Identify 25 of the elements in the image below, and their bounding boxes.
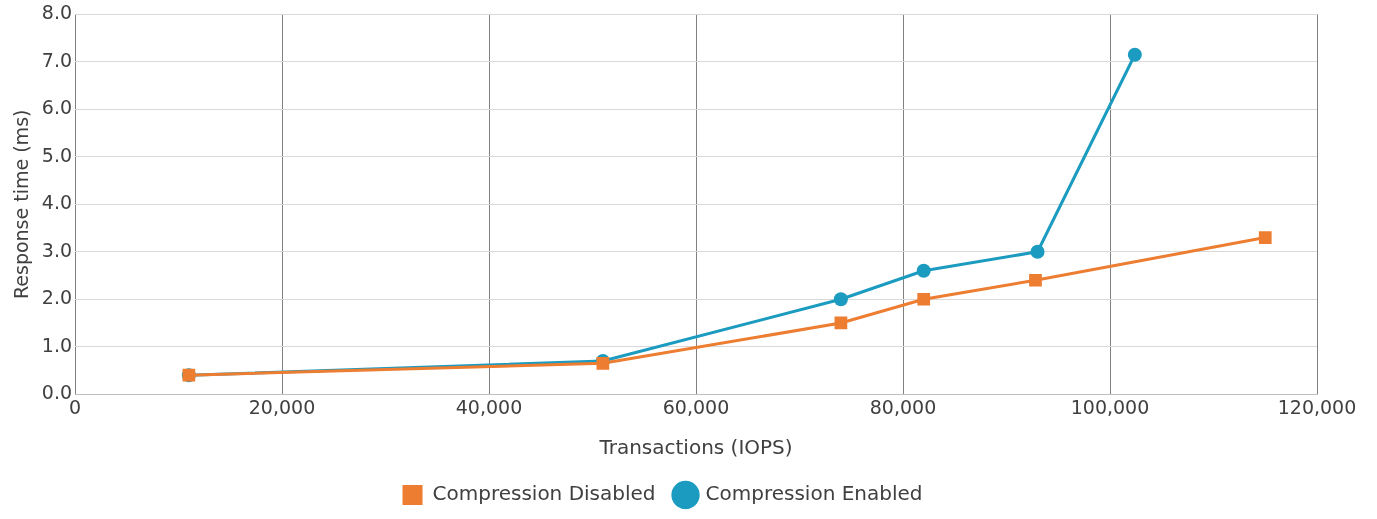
x-axis-title: Transactions (IOPS): [598, 435, 793, 460]
y-tick-label: 4.0: [41, 191, 73, 214]
x-tick-label: 20,000: [248, 395, 316, 418]
point: [1127, 47, 1142, 62]
point: [916, 263, 931, 278]
x-tick-label: 60,000: [662, 395, 730, 418]
x-tick-label: 40,000: [455, 395, 523, 418]
point: [1029, 273, 1042, 287]
y-tick-label: 5.0: [41, 143, 73, 166]
legend-label: Compression Disabled: [432, 481, 656, 506]
y-tick-label: 1.0: [41, 333, 73, 356]
y-axis-title: Response time (ms): [10, 109, 33, 300]
x-tick-label: 80,000: [869, 395, 937, 418]
y-tick-label: 2.0: [41, 286, 73, 309]
y-tick-label: 7.0: [41, 48, 73, 71]
y-tick-label: 3.0: [41, 238, 73, 261]
y-tick-label: 8.0: [41, 1, 73, 24]
point: [917, 292, 931, 306]
y-tick-label: 6.0: [41, 96, 73, 119]
x-tick-label: 100,000: [1070, 395, 1150, 418]
point: [833, 292, 848, 307]
point: [1030, 244, 1045, 259]
x-tick-label: 120,000: [1277, 395, 1357, 418]
legend-label: Compression Enabled: [705, 481, 923, 506]
point: [1258, 231, 1272, 244]
